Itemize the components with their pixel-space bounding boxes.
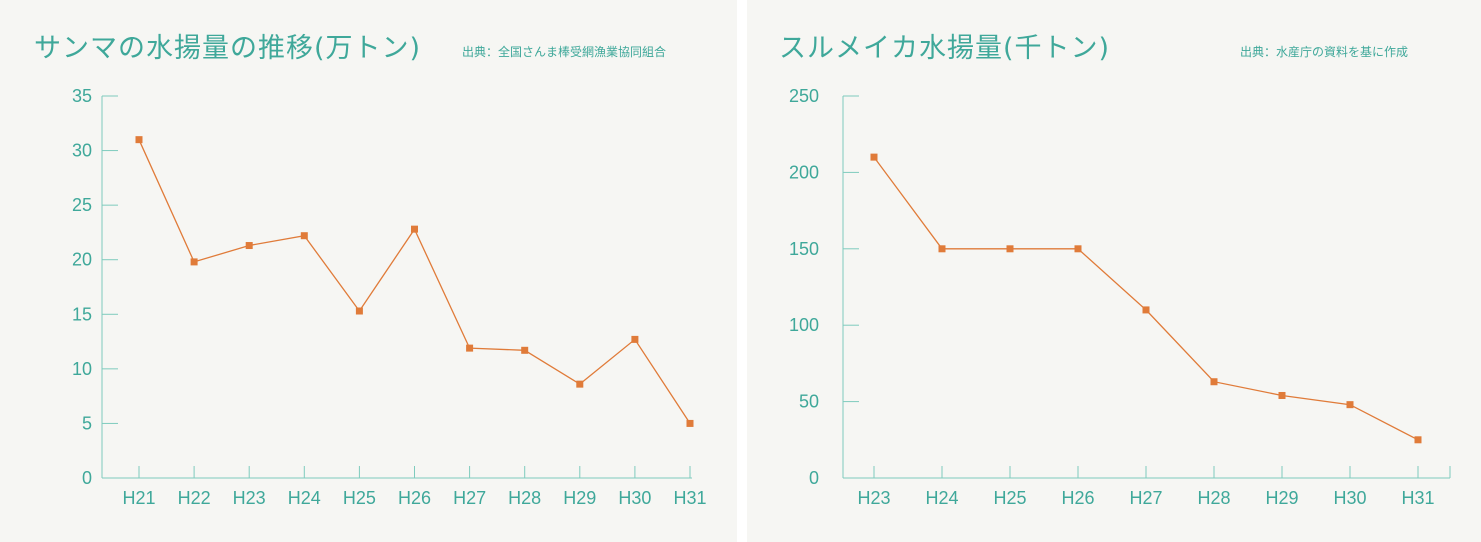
saury-x-tick-label: H21 [122, 488, 155, 508]
squid-data-point [1074, 245, 1082, 253]
squid-x-tick-label: H26 [1061, 488, 1094, 508]
squid-x-tick-label: H23 [857, 488, 890, 508]
squid-x-tick-label: H29 [1265, 488, 1298, 508]
saury-x-tick-label: H29 [563, 488, 596, 508]
squid-data-point [1210, 378, 1218, 386]
squid-data-point [1142, 306, 1150, 314]
saury-x-tick-label: H26 [398, 488, 431, 508]
squid-y-tick-label: 0 [809, 468, 819, 488]
saury-x-tick-label: H24 [288, 488, 321, 508]
saury-series-line [138, 139, 691, 424]
squid-data-point [1278, 391, 1286, 399]
saury-y-tick-label: 30 [72, 141, 92, 161]
saury-data-point [245, 242, 253, 250]
saury-data-point [686, 419, 694, 427]
saury-y-tick-label: 5 [82, 413, 92, 433]
saury-data-point [190, 258, 198, 266]
squid-chart-panel: スルメイカ水揚量(千トン) 出典：水産庁の資料を基に作成 0 50 100 150 20… [747, 0, 1481, 542]
saury-data-point [631, 335, 639, 343]
squid-data-point [1346, 401, 1354, 409]
squid-y-tick-label: 150 [789, 239, 819, 259]
squid-line-chart: 0 50 100 150 200 250 H23 H24 H25 H26 H27 H28 H29 H30 H… [789, 86, 1451, 508]
saury-y-tick-label: 20 [72, 250, 92, 270]
saury-line-chart: 0 5 10 15 20 25 30 35 H21 H22 H23 H24 H25 H26 H27 H28 H2… [72, 86, 707, 508]
saury-chart-panel: サンマの水揚量の推移(万トン) 出典：全国さんま棒受網漁業協同組合 0 5 10 15… [0, 0, 737, 542]
saury-data-point [411, 225, 418, 233]
squid-chart-title: スルメイカ水揚量(千トン) [779, 33, 1111, 64]
saury-x-tick-label: H31 [673, 488, 706, 508]
saury-x-tick-label: H28 [508, 488, 541, 508]
saury-data-point [576, 380, 584, 388]
saury-x-tick-label: H30 [618, 488, 651, 508]
saury-x-tick-label: H22 [178, 488, 211, 508]
saury-y-tick-label: 15 [72, 304, 92, 324]
saury-data-point [521, 346, 529, 354]
squid-data-point [870, 153, 878, 161]
squid-x-tick-label: H25 [993, 488, 1026, 508]
saury-y-tick-label: 25 [72, 195, 92, 215]
saury-x-tick-label: H25 [343, 488, 376, 508]
saury-data-point [300, 232, 308, 240]
saury-y-tick-label: 35 [72, 86, 92, 106]
saury-data-point [355, 307, 363, 315]
squid-x-tick-label: H27 [1129, 488, 1162, 508]
squid-x-tick-label: H24 [925, 488, 958, 508]
squid-data-point [1414, 436, 1422, 444]
squid-x-tick-label: H30 [1333, 488, 1366, 508]
squid-y-tick-label: 100 [789, 315, 819, 335]
squid-y-tick-label: 250 [789, 86, 819, 106]
squid-series-line [873, 156, 1419, 441]
saury-y-tick-label: 10 [72, 359, 92, 379]
saury-data-point [466, 344, 474, 352]
saury-x-tick-label: H27 [453, 488, 486, 508]
saury-chart-title: サンマの水揚量の推移(万トン) [34, 33, 422, 64]
squid-y-tick-label: 200 [789, 162, 819, 182]
squid-data-point [1006, 245, 1014, 253]
squid-data-point [938, 245, 946, 253]
squid-x-tick-label: H31 [1401, 488, 1434, 508]
saury-y-tick-label: 0 [82, 468, 92, 488]
squid-y-tick-label: 50 [799, 392, 819, 412]
saury-data-point [135, 136, 143, 144]
saury-x-tick-label: H23 [233, 488, 266, 508]
squid-x-tick-label: H28 [1197, 488, 1230, 508]
squid-chart-source: 出典：水産庁の資料を基に作成 [1240, 45, 1409, 59]
saury-chart-source: 出典：全国さんま棒受網漁業協同組合 [462, 45, 667, 59]
